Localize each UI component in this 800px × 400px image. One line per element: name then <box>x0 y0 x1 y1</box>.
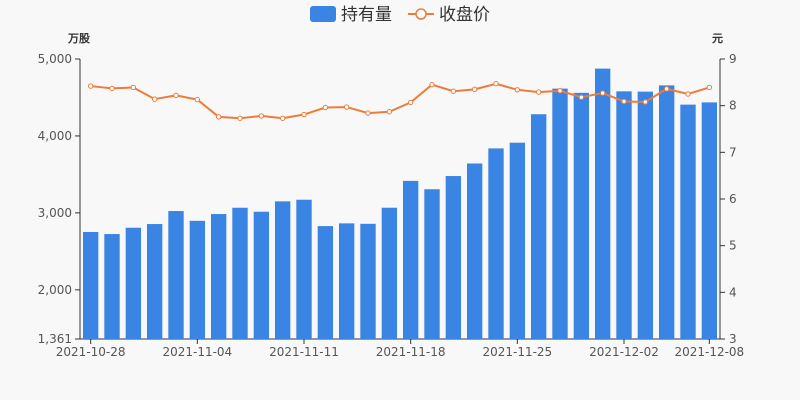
y-left-ticks: 1,361 2,000 3,000 4,000 5,000 <box>38 52 80 346</box>
holdings-bar <box>637 91 654 339</box>
close-price-point <box>557 88 563 94</box>
legend-holdings-label: 持有量 <box>341 5 392 25</box>
close-price-point <box>87 83 94 89</box>
holdings-bar <box>552 88 568 339</box>
holdings-bar <box>701 102 718 339</box>
close-price-point <box>237 115 243 121</box>
legend-holdings-swatch <box>310 6 336 22</box>
close-price-point <box>407 99 414 106</box>
x-ticks: 2021-10-28 2021-11-04 2021-11-11 2021-11-18… <box>56 339 744 359</box>
close-price-point <box>663 86 670 92</box>
holdings-bar <box>82 231 99 339</box>
holdings-bar <box>146 224 163 339</box>
holdings-bar <box>616 91 632 339</box>
y-right-tick-label: 9 <box>729 52 737 66</box>
y-left-tick-label: 2,000 <box>38 283 72 297</box>
x-tick-label: 2021-11-25 <box>482 345 552 359</box>
holdings-bar <box>424 189 440 339</box>
y-left-tick-label: 1,361 <box>38 332 72 346</box>
close-price-point <box>365 110 371 116</box>
close-price-point <box>578 94 585 100</box>
holdings-bar <box>338 223 355 339</box>
close-price-point <box>130 84 137 91</box>
holdings-bar <box>168 211 184 339</box>
holdings-bar <box>381 207 398 339</box>
close-price-point <box>450 88 457 94</box>
y-right-tick-label: 5 <box>729 239 737 253</box>
holdings-bar <box>402 180 419 339</box>
holdings-bar <box>594 68 611 339</box>
y-left-tick-label: 4,000 <box>38 129 72 143</box>
close-price-point <box>258 113 265 119</box>
holdings-bar <box>573 92 590 339</box>
close-price-point <box>343 104 350 110</box>
close-price-point <box>471 86 478 93</box>
y-right-tick-label: 3 <box>729 332 737 346</box>
close-price-point <box>279 115 286 121</box>
close-price-point <box>493 81 499 87</box>
holdings-bar <box>445 176 462 339</box>
close-price-point <box>109 85 115 92</box>
close-price-point <box>685 91 691 97</box>
close-price-point <box>599 90 606 96</box>
y-left-tick-label: 3,000 <box>38 206 72 220</box>
close-price-point <box>642 99 649 105</box>
holdings-bar <box>253 211 270 339</box>
legend-close-marker <box>415 8 427 20</box>
holdings-bar <box>360 223 376 339</box>
close-price-point <box>535 89 542 95</box>
close-price-point <box>322 104 329 111</box>
close-price-point <box>386 109 393 115</box>
close-price-point <box>151 96 158 102</box>
holdings-bar <box>658 85 675 339</box>
y-right-tick-label: 7 <box>729 145 737 159</box>
x-tick-label: 2021-12-02 <box>589 345 659 359</box>
x-tick-label: 2021-11-18 <box>376 345 446 359</box>
y-left-tick-label: 5,000 <box>38 52 72 66</box>
close-price-point <box>173 92 179 99</box>
legend: 持有量 收盘价 <box>310 5 490 25</box>
holdings-bar <box>232 207 248 339</box>
holdings-bar <box>317 226 334 339</box>
x-tick-label: 2021-11-04 <box>162 345 232 359</box>
y-right-tick-label: 6 <box>729 192 737 206</box>
holdings-bar <box>125 227 142 339</box>
x-tick-label: 2021-10-28 <box>56 345 126 359</box>
close-price-point <box>706 84 713 91</box>
legend-close-label: 收盘价 <box>439 5 490 25</box>
close-price-point <box>621 98 627 105</box>
y-right-unit: 元 <box>712 32 723 45</box>
close-price-point <box>429 81 435 88</box>
y-right-tick-label: 4 <box>729 285 737 299</box>
holdings-bar <box>296 199 312 339</box>
y-left-unit: 万股 <box>67 32 91 45</box>
holdings-bar <box>509 142 526 339</box>
close-price-point <box>194 96 201 103</box>
holdings-bar <box>210 214 227 339</box>
close-price-point <box>215 114 222 120</box>
y-right-ticks: 3 4 5 6 7 8 9 <box>720 52 737 346</box>
holdings-bar <box>680 104 696 339</box>
close-price-point <box>514 87 521 93</box>
holdings-bar <box>488 148 504 339</box>
close-price-point <box>301 111 307 118</box>
holdings-bar <box>104 234 120 339</box>
x-tick-label: 2021-11-11 <box>269 345 339 359</box>
x-tick-label: 2021-12-08 <box>674 345 744 359</box>
holdings-bar <box>189 220 206 339</box>
holdings-bars <box>82 68 718 340</box>
y-right-tick-label: 8 <box>729 99 737 113</box>
holdings-bar <box>530 114 547 340</box>
holdings-bar <box>466 163 483 339</box>
close-price-series <box>87 81 713 121</box>
close-price-line <box>90 82 710 120</box>
holdings-bar <box>274 201 291 339</box>
